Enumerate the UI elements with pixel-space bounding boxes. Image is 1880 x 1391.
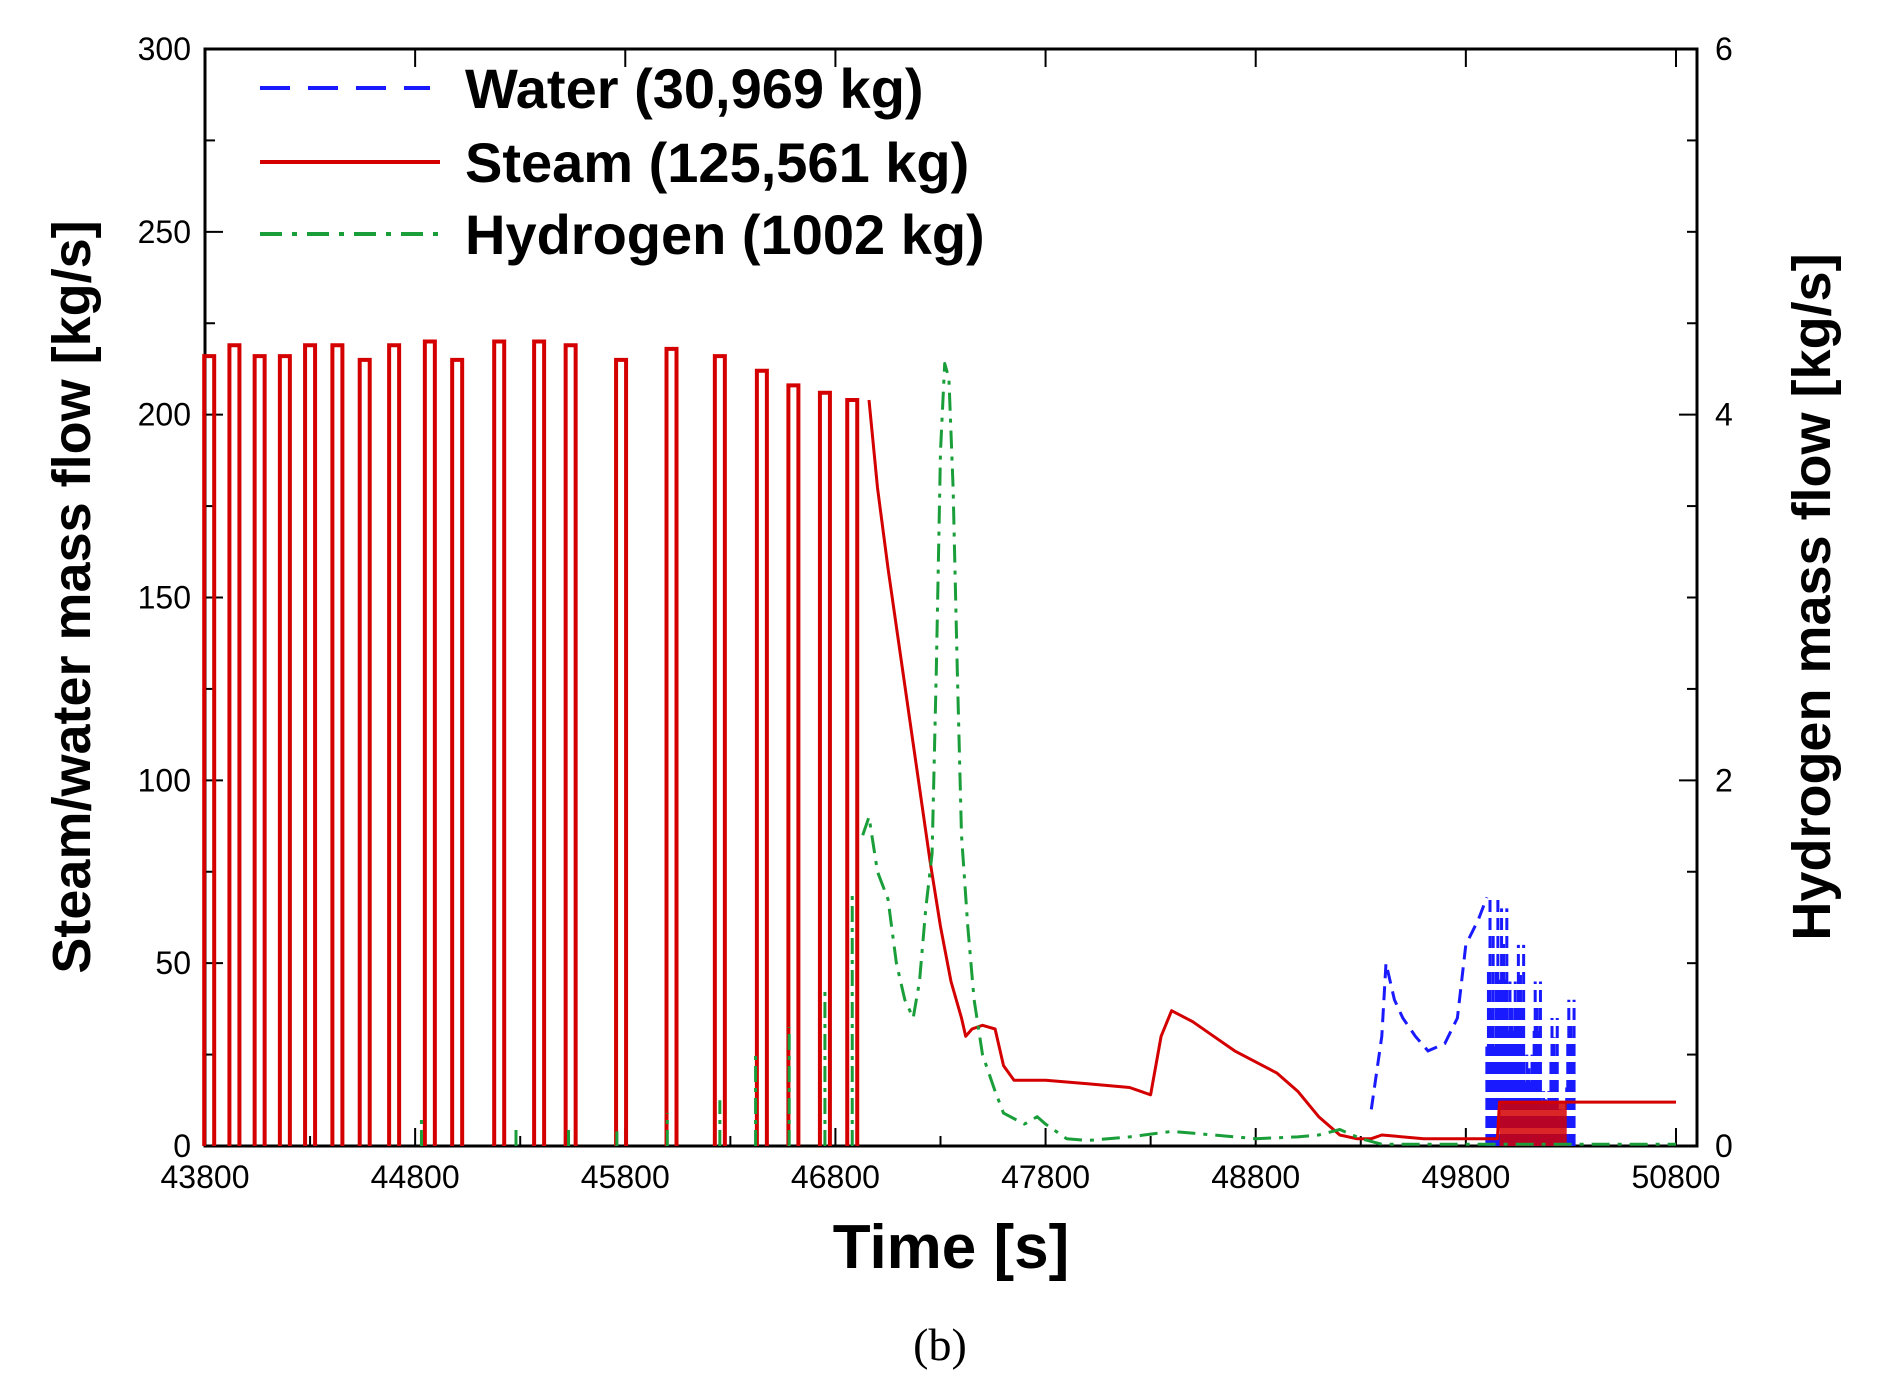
- steam-pulse: [664, 346, 679, 1146]
- legend: Water (30,969 kg) Steam (125,561 kg) Hyd…: [260, 57, 985, 266]
- hydrogen-line: [861, 362, 1676, 1146]
- steam-pulse: [532, 339, 547, 1146]
- x-tick-label: 50800: [1631, 1159, 1720, 1195]
- steam-pulse: [492, 339, 507, 1146]
- steam-pulse: [754, 368, 769, 1146]
- figure-caption: (b): [913, 1319, 967, 1370]
- steam-pulse: [303, 343, 318, 1146]
- y2-axis-title: Hydrogen mass flow [kg/s]: [1782, 253, 1842, 940]
- y2-tick-label: 6: [1715, 31, 1733, 67]
- y2-tick-label: 2: [1715, 762, 1733, 798]
- steam-pulse: [252, 354, 267, 1146]
- steam-pulse: [387, 343, 402, 1146]
- steam-pulse: [357, 357, 372, 1146]
- y-tick-label: 150: [138, 580, 191, 616]
- steam-pulse: [563, 343, 578, 1146]
- y2-tick-label: 0: [1715, 1128, 1733, 1164]
- legend-water-label: Water (30,969 kg): [465, 57, 924, 120]
- x-tick-label: 48800: [1211, 1159, 1300, 1195]
- y-tick-label: 100: [138, 762, 191, 798]
- steam-pulse: [450, 357, 465, 1146]
- steam-line: [867, 399, 1676, 1141]
- water-line: [1369, 896, 1489, 1110]
- y-tick-label: 300: [138, 31, 191, 67]
- steam-pulse: [202, 354, 217, 1146]
- x-axis-title: Time [s]: [833, 1213, 1070, 1282]
- y-tick-label: 200: [138, 397, 191, 433]
- steam-pulse: [845, 398, 860, 1146]
- x-tick-label: 44800: [371, 1159, 460, 1195]
- steam-pulse: [817, 390, 832, 1146]
- legend-steam-label: Steam (125,561 kg): [465, 131, 969, 194]
- steam-oscillation-band: [1499, 1102, 1567, 1146]
- y-axis-title: Steam/water mass flow [kg/s]: [42, 220, 102, 973]
- steam-pulse: [712, 354, 727, 1146]
- y-tick-label: 250: [138, 214, 191, 250]
- steam-pulse: [330, 343, 345, 1146]
- y2-tick-label: 4: [1715, 397, 1733, 433]
- y-tick-label: 0: [173, 1128, 191, 1164]
- steam-pulse: [277, 354, 292, 1146]
- x-tick-label: 45800: [581, 1159, 670, 1195]
- x-tick-label: 47800: [1001, 1159, 1090, 1195]
- legend-hydrogen-label: Hydrogen (1002 kg): [465, 203, 985, 266]
- steam-pulse: [614, 357, 629, 1146]
- x-tick-label: 43800: [161, 1159, 250, 1195]
- hydrogen-series: [419, 362, 1676, 1146]
- steam-pulse: [227, 343, 242, 1146]
- y-tick-label: 50: [155, 945, 191, 981]
- x-tick-label: 49800: [1421, 1159, 1510, 1195]
- axis-ticks: 43800 44800 45800 46800 47800 48800 49800 50800…: [138, 31, 1733, 1195]
- steam-series: [202, 339, 1676, 1146]
- steam-pulse: [786, 383, 801, 1146]
- steam-pulse: [422, 339, 437, 1146]
- x-tick-label: 46800: [791, 1159, 880, 1195]
